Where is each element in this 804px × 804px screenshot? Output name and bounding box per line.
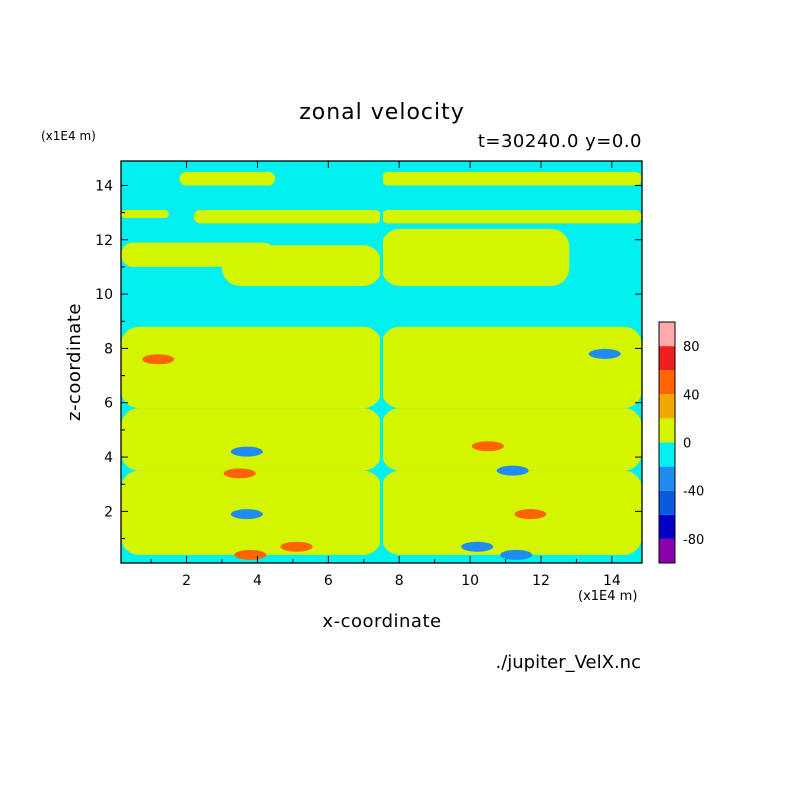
colorbar-segment-0: [659, 538, 675, 563]
positive-region-10: [381, 228, 570, 286]
chart-title: zonal velocity: [299, 100, 465, 125]
velocity-spot-7: [500, 549, 533, 560]
x-axis-unit: (x1E4 m): [578, 589, 638, 604]
positive-region-8: [381, 171, 642, 186]
colorbar-label-1: -40: [683, 485, 704, 500]
velocity-spot-5: [588, 348, 621, 359]
colorbar-segment-2: [659, 490, 675, 515]
velocity-spot-2: [223, 468, 256, 479]
x-tick-label-2: 2: [182, 573, 191, 589]
plot-frame: [120, 160, 643, 564]
y-tick-label-12: 12: [95, 233, 113, 249]
colorbar-segment-4: [659, 442, 675, 467]
colorbar-segment-7: [659, 370, 675, 395]
velocity-spot-1: [471, 441, 504, 452]
velocity-spot-4: [142, 354, 175, 365]
positive-region-0: [179, 171, 276, 186]
chart-subtitle: t=30240.0 y=0.0: [477, 131, 642, 152]
colorbar-segment-6: [659, 394, 675, 419]
velocity-spot-8: [280, 541, 313, 552]
x-tick-label-8: 8: [395, 573, 404, 589]
positive-region-6: [121, 408, 382, 471]
positive-region-12: [381, 408, 642, 471]
positive-region-2: [193, 209, 382, 224]
colorbar-label-0: -80: [683, 533, 704, 548]
y-tick-label-2: 2: [104, 504, 113, 520]
positive-region-11: [381, 326, 642, 409]
x-axis-label: x-coordinate: [322, 611, 442, 632]
colorbar-segment-5: [659, 418, 675, 443]
x-tick-label-12: 12: [532, 573, 550, 589]
velocity-field: [121, 161, 642, 563]
y-tick-label-14: 14: [95, 178, 113, 194]
colorbar-segment-3: [659, 466, 675, 491]
y-tick-label-6: 6: [104, 396, 113, 412]
x-tick-label-6: 6: [324, 573, 333, 589]
y-tick-label-10: 10: [95, 287, 113, 303]
y-tick-label-8: 8: [104, 341, 113, 357]
colorbar-label-4: 80: [683, 340, 700, 355]
colorbar-segment-8: [659, 346, 675, 371]
velocity-spot-3: [496, 465, 529, 476]
x-tick-label-14: 14: [603, 573, 621, 589]
colorbar-segment-9: [659, 322, 675, 347]
y-axis-unit: (x1E4 m): [41, 129, 96, 143]
y-tick-label-4: 4: [104, 450, 113, 466]
positive-region-13: [381, 470, 642, 555]
colorbar-label-3: 40: [683, 388, 700, 403]
colorbar-segment-1: [659, 514, 675, 539]
colorbar-frame: [658, 321, 676, 564]
positive-region-9: [381, 209, 642, 224]
velocity-spot-6: [234, 549, 267, 560]
x-tick-label-4: 4: [253, 573, 262, 589]
source-filename: ./jupiter_VelX.nc: [495, 652, 641, 673]
velocity-spot-9: [461, 541, 494, 552]
x-tick-label-10: 10: [461, 573, 479, 589]
plot-axes: 2 4 6 8 10 12 14 2 4 6 8 10 12 14: [95, 160, 643, 589]
velocity-spot-11: [514, 509, 547, 520]
velocity-spot-0: [230, 446, 263, 457]
velocity-spot-10: [230, 509, 263, 520]
colorbar: -80 -40 0 40 80: [658, 321, 704, 564]
positive-region-1: [121, 209, 169, 219]
positive-region-5: [121, 326, 382, 409]
colorbar-label-2: 0: [683, 437, 691, 452]
positive-region-4: [222, 245, 382, 286]
